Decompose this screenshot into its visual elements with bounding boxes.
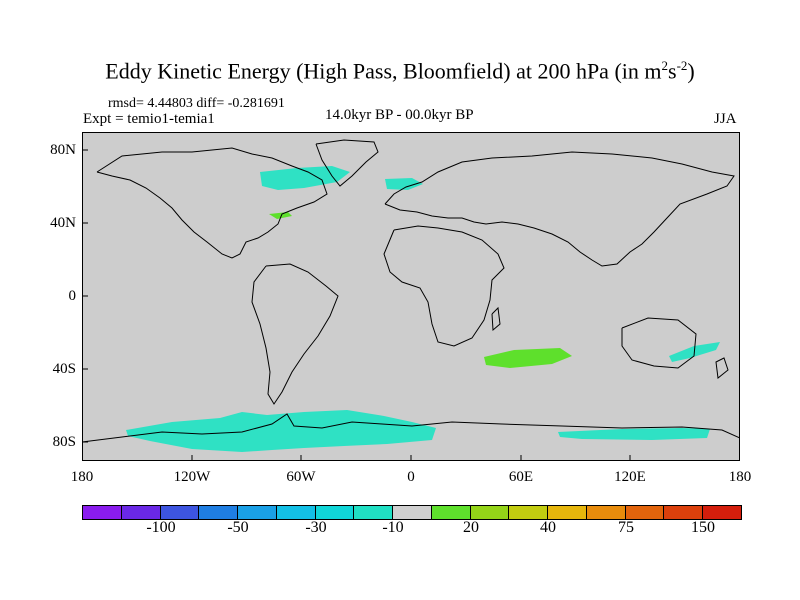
australia-outline — [621, 317, 697, 369]
colorbar-swatch — [664, 506, 704, 519]
colorbar-swatch — [625, 506, 665, 519]
x-tick-label: 60W — [286, 469, 316, 485]
x-tick-label: 0 — [407, 469, 415, 485]
experiment-label: Expt = temio1-temia1 — [83, 111, 215, 127]
colorbar-swatch — [121, 506, 161, 519]
colorbar-label: 40 — [540, 519, 556, 536]
period-label: 14.0kyr BP - 00.0kyr BP — [325, 107, 474, 123]
y-tick-label: 40S — [52, 361, 76, 377]
region-us-east-coast — [269, 212, 292, 219]
y-tick-label: 80S — [52, 434, 76, 450]
colorbar-swatch — [199, 506, 239, 519]
colorbar-swatch — [509, 506, 549, 519]
colorbar-swatch — [393, 506, 432, 519]
season-label: JJA — [714, 111, 737, 127]
x-tick-label: 120E — [614, 469, 646, 485]
stats-text: rmsd= 4.44803 diff= -0.281691 — [108, 96, 285, 111]
y-tick-label: 40N — [50, 215, 76, 231]
greenland-outline — [315, 139, 379, 187]
europe-asia-outline — [384, 151, 735, 267]
colorbar — [82, 505, 742, 520]
colorbar-swatch — [431, 506, 471, 519]
region-southern-ocean-pacific — [126, 410, 436, 452]
colorbar-swatch — [470, 506, 510, 519]
colorbar-label: -100 — [146, 519, 176, 536]
colorbar-label: -50 — [227, 519, 249, 536]
colorbar-swatch — [354, 506, 394, 519]
colorbar-label: -10 — [382, 519, 404, 536]
x-tick-label: 60E — [508, 469, 534, 485]
madagascar-outline — [491, 306, 501, 332]
colorbar-swatch — [315, 506, 355, 519]
colorbar-swatch — [276, 506, 316, 519]
x-tick-label: 180 — [728, 469, 752, 485]
colorbar-label: 75 — [618, 519, 634, 536]
africa-outline — [383, 225, 505, 347]
colorbar-label: -30 — [305, 519, 327, 536]
colorbar-swatch — [703, 506, 742, 519]
y-tick-label: 80N — [50, 142, 76, 158]
world-map — [82, 132, 740, 461]
colorbar-swatch — [548, 506, 587, 519]
coastlines — [82, 139, 740, 443]
region-north-atlantic — [260, 166, 350, 190]
south-america-outline — [251, 263, 339, 405]
colorbar-label: 20 — [463, 519, 479, 536]
colorbar-swatch — [83, 506, 122, 519]
x-tick-label: 120W — [173, 469, 211, 485]
plot-title: Eddy Kinetic Energy (High Pass, Bloomfie… — [105, 58, 695, 84]
region-southern-ocean-indian — [558, 428, 710, 440]
anomaly-regions — [126, 166, 720, 452]
axis-ticks — [82, 149, 631, 461]
colorbar-swatch — [238, 506, 277, 519]
y-tick-label: 0 — [68, 288, 77, 304]
x-tick-label: 180 — [70, 469, 94, 485]
region-northeast-atlantic — [385, 178, 423, 190]
colorbar-swatch — [586, 506, 626, 519]
colorbar-swatch — [160, 506, 200, 519]
north-america-outline — [96, 147, 328, 259]
region-south-indian-ocean — [484, 348, 572, 368]
antarctica-outline — [82, 413, 740, 443]
colorbar-label: 150 — [691, 519, 715, 536]
new-zealand-outline — [715, 357, 729, 379]
